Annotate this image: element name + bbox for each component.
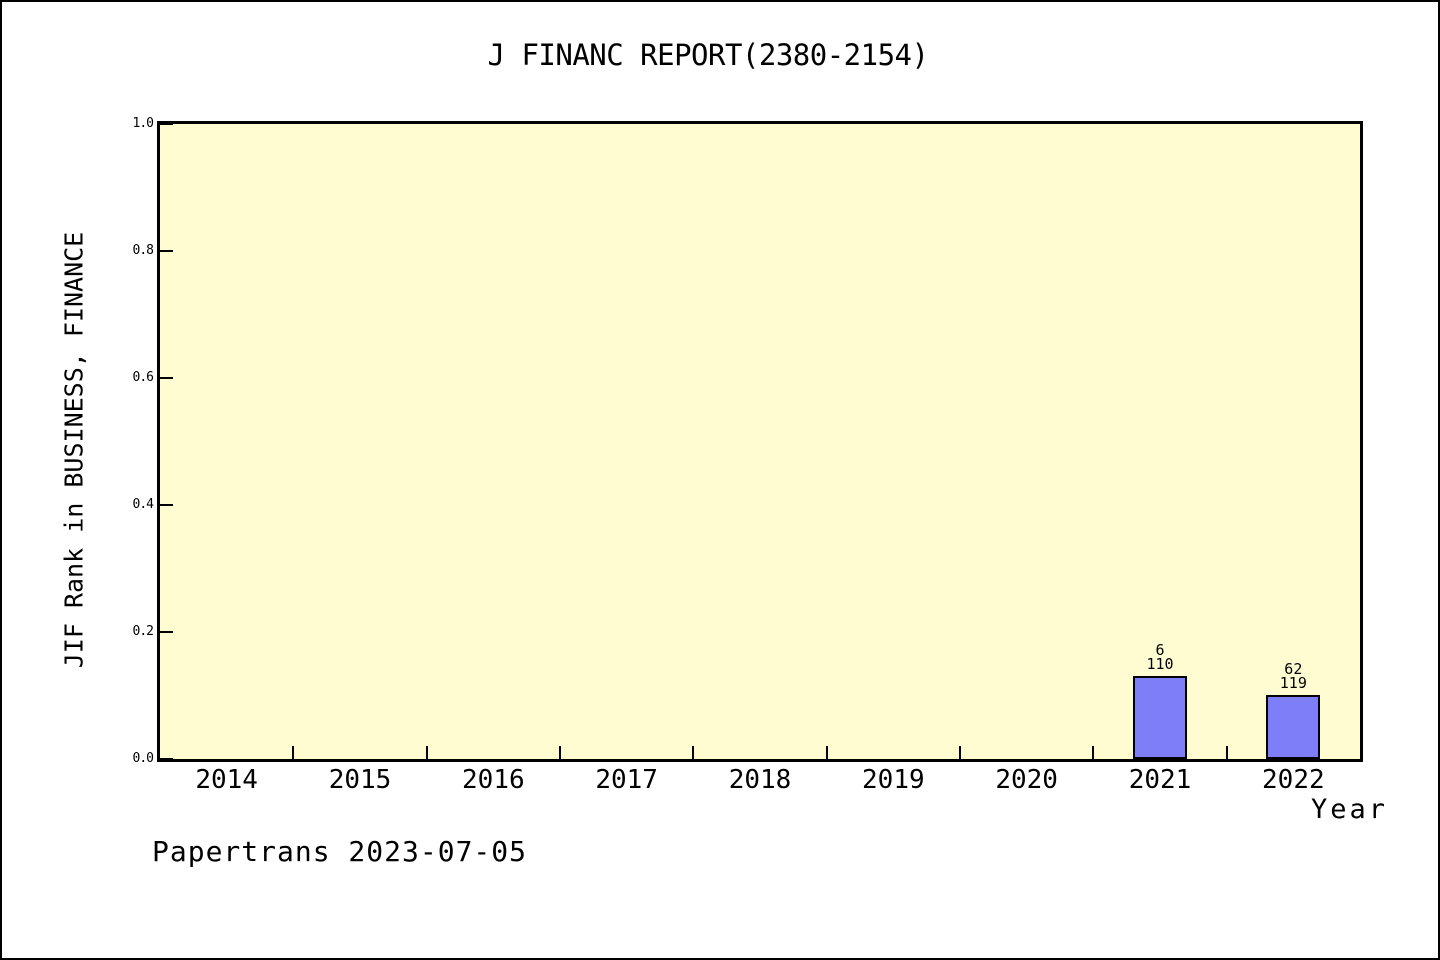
x-tick-mark xyxy=(425,746,428,759)
plot-inner: 6 110 62 119 xyxy=(160,124,1360,759)
bar-label-line: 119 xyxy=(1279,673,1307,692)
x-tick-label: 2022 xyxy=(1262,765,1325,795)
bar-label-line: 6 xyxy=(1155,641,1165,659)
x-tick-mark xyxy=(1092,746,1095,759)
bar-label-line: 110 xyxy=(1146,654,1174,673)
bar xyxy=(1133,676,1187,759)
bar-label: 62 119 xyxy=(1279,660,1307,692)
x-tick-label: 2020 xyxy=(995,765,1058,795)
x-tick-mark xyxy=(825,746,828,759)
y-tick-mark xyxy=(160,631,173,633)
bar-label-line: 62 xyxy=(1284,660,1303,678)
y-tick-label: 0.0 xyxy=(132,751,154,766)
y-tick-label: 0.8 xyxy=(132,243,154,258)
x-axis-label: Year xyxy=(1310,794,1388,825)
x-tick-mark xyxy=(292,746,295,759)
bar xyxy=(1266,695,1321,759)
plot-area: 6 110 62 119 xyxy=(157,121,1363,762)
x-tick-label: 2014 xyxy=(195,765,258,795)
x-tick-mark xyxy=(959,746,961,759)
y-tick-label: 0.2 xyxy=(132,624,154,639)
x-tick-label: 2021 xyxy=(1128,765,1192,795)
x-tick-label: 2017 xyxy=(595,765,658,795)
y-tick-label: 0.4 xyxy=(132,497,154,512)
x-tick-label: 2015 xyxy=(328,765,392,795)
y-tick-mark xyxy=(160,124,173,125)
y-tick-mark xyxy=(160,250,173,252)
x-tick-label: 2016 xyxy=(462,765,525,795)
y-tick-mark xyxy=(160,504,173,506)
x-tick-label: 2019 xyxy=(862,765,925,795)
y-tick-label: 1.0 xyxy=(132,116,154,131)
x-tick-mark xyxy=(692,746,695,759)
y-tick-mark xyxy=(160,377,173,379)
y-tick-mark xyxy=(160,758,173,759)
y-tick-label: 0.6 xyxy=(132,370,154,385)
x-tick-mark xyxy=(559,746,561,759)
bar-label: 6 110 xyxy=(1146,641,1174,673)
x-tick-label: 2018 xyxy=(728,765,792,795)
y-axis-label: JIF Rank in BUSINESS, FINANCE xyxy=(59,231,89,669)
chart-title: J FINANC REPORT(2380-2154) xyxy=(487,38,929,72)
footer-text: Papertrans 2023-07-05 xyxy=(152,835,528,868)
x-tick-mark xyxy=(1225,746,1228,759)
